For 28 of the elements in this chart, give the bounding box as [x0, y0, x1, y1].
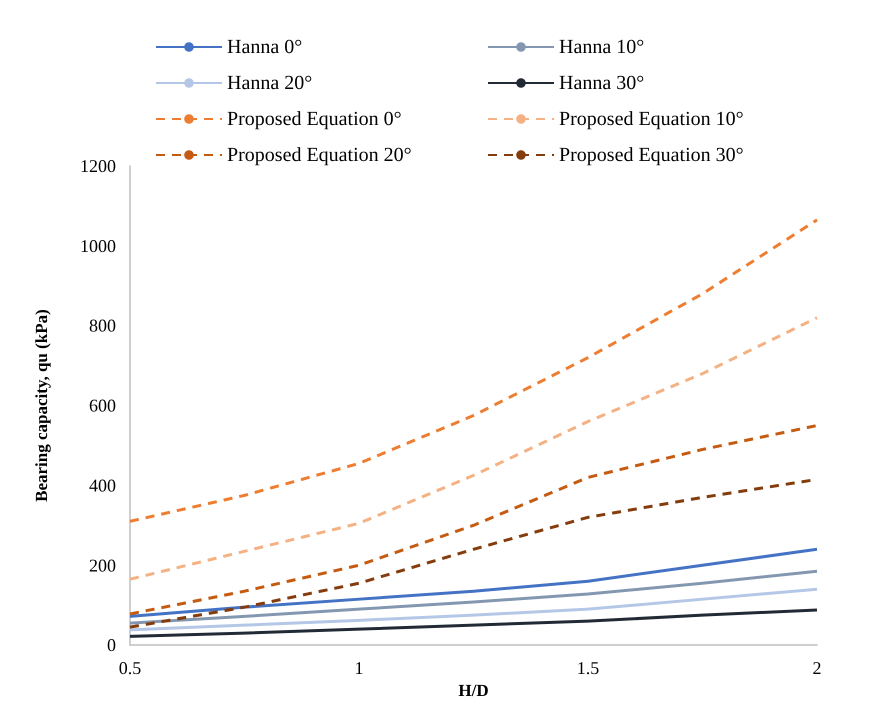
- y-tick-label: 800: [89, 316, 116, 336]
- line-series: [128, 316, 818, 581]
- legend-label: Proposed Equation 0°: [227, 108, 402, 130]
- line-series: [128, 548, 818, 618]
- line-series: [128, 218, 818, 523]
- y-axis-title: Bearing capacity, qu (kPa): [32, 309, 51, 502]
- y-tick-label: 1000: [80, 236, 116, 256]
- y-tick-label: 400: [89, 475, 116, 496]
- x-tick-label: 1: [354, 658, 364, 678]
- x-tick-label: 2: [812, 658, 822, 678]
- line-series: [128, 570, 818, 625]
- legend-label: Proposed Equation 10°: [559, 108, 744, 130]
- line-series: [128, 608, 818, 638]
- y-tick-label: 600: [89, 396, 116, 416]
- line-series: [128, 424, 818, 616]
- x-tick-label: 1.5: [576, 658, 600, 678]
- line-series: [128, 588, 818, 632]
- legend-label: Hanna 10°: [559, 36, 644, 58]
- legend-label: Proposed Equation 20°: [227, 144, 412, 166]
- legend-label: Hanna 30°: [559, 72, 644, 94]
- y-tick-label: 0: [107, 635, 116, 656]
- x-tick-label: 0.5: [118, 658, 142, 678]
- y-tick-label: 1200: [80, 156, 116, 176]
- x-axis-title: H/D: [458, 681, 489, 700]
- y-tick-label: 200: [89, 555, 116, 576]
- legend-label: Hanna 20°: [227, 72, 312, 94]
- legend-label: Proposed Equation 30°: [559, 144, 744, 166]
- legend-label: Hanna 0°: [227, 36, 302, 58]
